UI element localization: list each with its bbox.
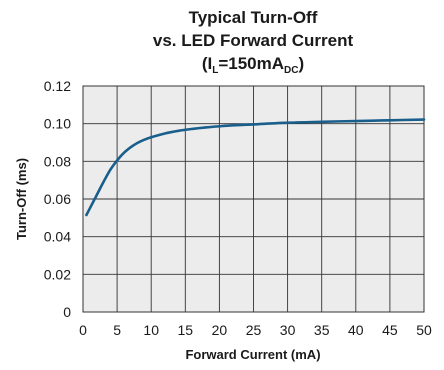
chart-title-line-1: Typical Turn-Off xyxy=(189,8,318,27)
title-mid: =150mA xyxy=(218,54,284,73)
x-tick-label: 0 xyxy=(79,322,87,338)
x-tick-label: 35 xyxy=(314,322,330,338)
x-axis-label: Forward Current (mA) xyxy=(185,347,320,362)
x-tick-label: 30 xyxy=(280,322,296,338)
x-tick-label: 10 xyxy=(143,322,159,338)
x-tick-label: 5 xyxy=(113,322,121,338)
chart-title: Typical Turn-Off vs. LED Forward Current… xyxy=(153,8,354,76)
title-prefix: (I xyxy=(202,54,212,73)
y-tick-labels: 0 0.02 0.04 0.06 0.08 0.10 0.12 xyxy=(44,78,71,320)
title-subscript-dc: DC xyxy=(284,65,298,76)
x-tick-label: 25 xyxy=(246,322,262,338)
y-tick-label: 0.04 xyxy=(44,229,71,245)
y-tick-label: 0.02 xyxy=(44,266,71,282)
title-suffix: ) xyxy=(298,54,304,73)
chart-title-line-2: vs. LED Forward Current xyxy=(153,31,354,50)
x-tick-label: 15 xyxy=(178,322,194,338)
y-tick-label: 0.12 xyxy=(44,78,71,94)
grid xyxy=(82,85,425,313)
y-tick-label: 0.08 xyxy=(44,153,71,169)
x-tick-labels: 0 5 10 15 20 25 30 35 40 45 50 xyxy=(79,322,432,338)
x-tick-label: 45 xyxy=(382,322,398,338)
y-tick-label: 0.06 xyxy=(44,191,71,207)
x-tick-label: 40 xyxy=(348,322,364,338)
x-tick-label: 50 xyxy=(416,322,432,338)
y-tick-label: 0.10 xyxy=(44,116,71,132)
series-line xyxy=(85,118,426,217)
title-subscript-l: L xyxy=(212,65,218,76)
x-tick-label: 20 xyxy=(212,322,228,338)
y-axis-label: Turn-Off (ms) xyxy=(14,158,29,240)
chart-title-line-3: (IL=150mADC) xyxy=(202,54,304,76)
y-tick-label: 0 xyxy=(63,304,71,320)
